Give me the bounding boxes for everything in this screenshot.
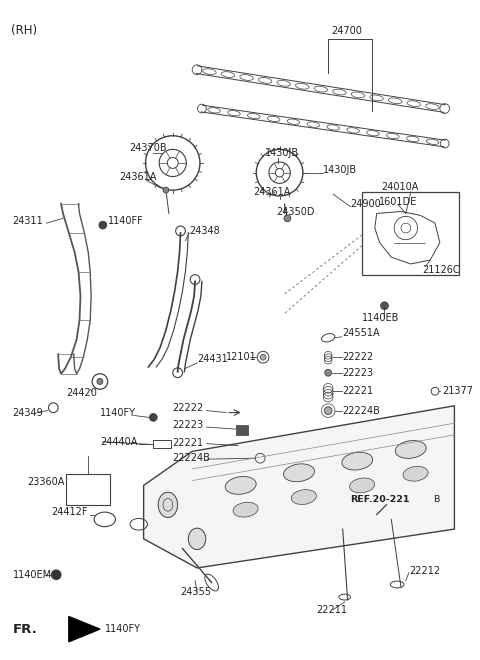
Text: 22221: 22221 — [343, 386, 374, 396]
Text: 21126C: 21126C — [422, 265, 460, 275]
Text: 22212: 22212 — [409, 566, 440, 576]
Text: 22224B: 22224B — [173, 453, 211, 463]
Text: 24348: 24348 — [189, 226, 220, 236]
Polygon shape — [144, 406, 455, 568]
Text: 24010A: 24010A — [382, 182, 419, 192]
Ellipse shape — [225, 477, 256, 494]
Text: 24361A: 24361A — [120, 172, 156, 182]
Text: REF.20-221: REF.20-221 — [350, 496, 410, 504]
Text: 1140EB: 1140EB — [362, 314, 399, 323]
Text: 22221: 22221 — [173, 438, 204, 447]
Text: (RH): (RH) — [11, 24, 36, 37]
Text: 24412F: 24412F — [51, 507, 88, 517]
Text: FR.: FR. — [12, 622, 37, 636]
Bar — [153, 440, 171, 449]
Text: 1140EM: 1140EM — [12, 570, 52, 579]
Text: 22224B: 22224B — [343, 406, 381, 416]
Text: 24350D: 24350D — [276, 207, 315, 216]
Text: 24440A: 24440A — [100, 437, 137, 447]
Bar — [362, 192, 459, 275]
Text: 22223: 22223 — [343, 368, 374, 378]
Text: 21377: 21377 — [442, 386, 473, 396]
Circle shape — [97, 379, 103, 384]
Text: 1140FY: 1140FY — [105, 624, 141, 634]
Text: 1430JB: 1430JB — [324, 165, 358, 175]
Text: 24700: 24700 — [331, 26, 362, 36]
Circle shape — [325, 370, 332, 376]
Bar — [238, 443, 252, 450]
Circle shape — [284, 215, 291, 222]
Circle shape — [99, 221, 107, 229]
Text: 24431: 24431 — [197, 354, 228, 364]
Text: 22222: 22222 — [173, 403, 204, 412]
Text: 24370B: 24370B — [129, 143, 167, 153]
Circle shape — [163, 187, 169, 193]
Text: 1430JB: 1430JB — [265, 148, 299, 158]
Text: 12101: 12101 — [226, 352, 257, 362]
Text: 1601DE: 1601DE — [379, 197, 417, 207]
Text: 24355: 24355 — [180, 587, 212, 597]
Text: 24900: 24900 — [350, 199, 381, 209]
Ellipse shape — [395, 440, 426, 459]
Text: 24361A: 24361A — [253, 187, 291, 197]
Text: 24311: 24311 — [12, 216, 43, 226]
Text: 24420: 24420 — [66, 388, 97, 398]
Ellipse shape — [342, 452, 373, 470]
Ellipse shape — [188, 528, 206, 550]
Ellipse shape — [284, 464, 314, 482]
Circle shape — [51, 570, 61, 579]
Circle shape — [324, 407, 332, 414]
Text: 22211: 22211 — [316, 605, 348, 614]
Text: 1140FF: 1140FF — [108, 216, 144, 226]
Text: 24349: 24349 — [12, 408, 43, 418]
Ellipse shape — [291, 490, 316, 504]
Ellipse shape — [233, 502, 258, 517]
Bar — [236, 425, 248, 435]
Circle shape — [381, 302, 388, 310]
Ellipse shape — [403, 467, 428, 481]
Text: 23360A: 23360A — [27, 477, 64, 488]
Text: 22223: 22223 — [173, 420, 204, 430]
Ellipse shape — [158, 492, 178, 517]
FancyArrowPatch shape — [103, 442, 151, 444]
Text: B: B — [433, 496, 439, 504]
Polygon shape — [69, 616, 100, 642]
Text: 22222: 22222 — [343, 352, 374, 362]
Ellipse shape — [349, 478, 375, 493]
Text: 24551A: 24551A — [343, 328, 380, 338]
Text: 1140FY: 1140FY — [100, 408, 136, 418]
Circle shape — [260, 354, 266, 360]
Circle shape — [149, 414, 157, 421]
